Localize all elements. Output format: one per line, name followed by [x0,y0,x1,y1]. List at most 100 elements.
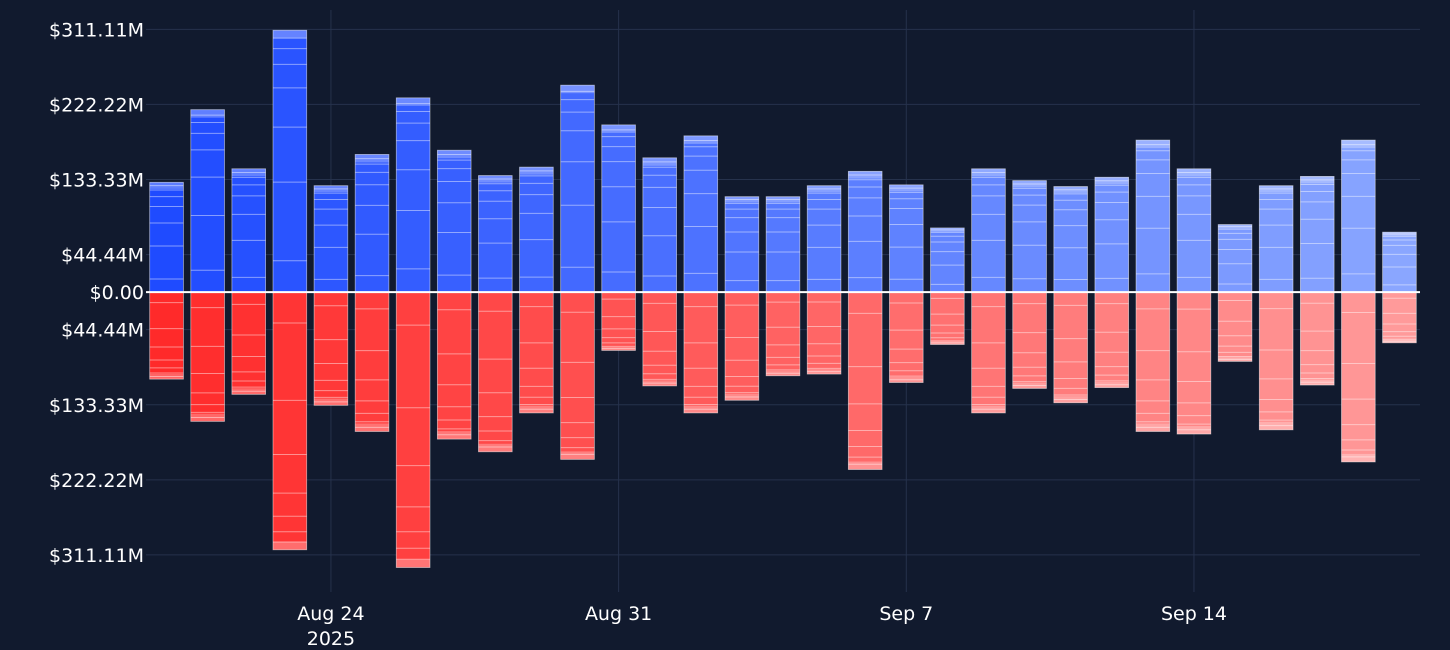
inflow-bar-body [765,196,801,293]
y-tick-label-0-00: $0.00 [90,282,144,304]
outflow-bar-body [889,291,924,383]
outflow-bar-cap [642,380,677,386]
inflow-bar-cap [1177,168,1211,177]
inflow-bar-2025-09-13 [1135,139,1171,293]
inflow-bar-body [354,154,390,293]
outflow-bar-cap [889,377,924,383]
inflow-bar-body [1258,185,1294,293]
inflow-bar-2025-09-18 [1341,139,1376,293]
outflow-bar-2025-09-02 [683,291,719,414]
outflow-bar-body [1094,291,1130,388]
inflow-bar-cap [314,185,348,193]
inflow-bar-2025-09-17 [1300,176,1335,293]
outflow-bar-body [930,291,965,345]
outflow-bar-2025-09-05 [806,291,842,375]
outflow-bar-2025-09-01 [642,291,677,387]
x-tick-label-aug-24: Aug 24 [297,603,364,625]
inflow-bar-2025-09-11 [1053,186,1088,293]
inflow-bar-body [478,175,513,293]
inflow-bar-body [395,97,431,293]
outflow-bar-cap [355,423,389,432]
outflow-bar-2025-09-06 [847,291,883,470]
outflow-bar-body [272,291,308,551]
outflow-bar-cap [725,393,759,401]
inflow-bar-body [847,170,883,293]
outflow-bar-2025-08-24 [313,291,349,406]
inflow-bar-body [1341,139,1376,293]
x-tick-label-sep-14: Sep 14 [1161,603,1227,625]
inflow-bar-2025-09-12 [1094,176,1130,293]
outflow-bar-2025-09-12 [1094,291,1130,388]
inflow-bar-cap [1382,232,1417,236]
outflow-bar-body [395,291,431,568]
outflow-bar-cap [231,388,266,395]
inflow-bar-body [436,149,472,293]
outflow-bar-body [1053,291,1088,404]
outflow-bar-2025-08-26 [395,291,431,568]
inflow-bar-body [560,84,595,293]
outflow-bar-cap [1300,379,1335,386]
inflow-bar-2025-09-14 [1176,168,1212,293]
inflow-bar-2025-09-19 [1382,231,1417,293]
outflow-bar-2025-09-11 [1053,291,1088,404]
outflow-bar-2025-08-20 [149,291,184,380]
outflow-bar-body [313,291,349,406]
inflow-bar-2025-09-10 [1012,180,1047,293]
y-tick-label-44-44m: $44.44M [61,245,144,267]
outflow-bar-2025-08-21 [190,291,225,422]
outflow-bar-body [1341,291,1376,463]
inflow-bar-body [1300,176,1335,293]
outflow-bar-body [642,291,677,387]
outflow-bar-2025-08-22 [231,291,266,395]
outflow-bar-cap [190,413,225,422]
inflow-bar-cap [642,157,677,166]
outflow-bar-cap [766,370,800,376]
inflow-bar-cap [1218,224,1252,229]
outflow-bar-2025-09-14 [1176,291,1212,435]
y-tick-label-222-22m: $222.22M [49,94,144,116]
inflow-bar-2025-09-07 [889,184,924,293]
inflow-bar-2025-08-31 [601,124,636,293]
outflow-bar-cap [1218,357,1252,362]
outflow-bar-2025-08-23 [272,291,308,551]
outflow-bar-cap [971,405,1006,413]
inflow-bar-cap [766,196,800,203]
outflow-bar-cap [848,461,883,470]
inflow-bar-2025-08-27 [436,149,472,293]
outflow-bar-cap [1382,339,1417,343]
y-tick-label-neg-44-44m: $44.44M [61,320,144,342]
outflow-bar-body [1382,291,1417,344]
outflow-bar-2025-09-19 [1382,291,1417,344]
outflow-bar-cap [807,369,841,375]
inflow-bar-body [889,184,924,293]
outflow-bar-body [436,291,472,440]
y-tick-label-neg-222-22m: $222.22M [49,470,144,492]
outflow-bar-2025-08-29 [519,291,554,414]
inflow-bar-cap [1341,140,1376,149]
inflow-bar-2025-08-21 [190,109,225,293]
inflow-bar-cap [478,175,513,183]
x-tick-label-sep-7: Sep 7 [879,603,933,625]
outflow-bar-body [1300,291,1335,386]
outflow-bar-2025-08-28 [478,291,513,453]
y-tick-label-133-33m: $133.33M [49,170,144,192]
outflow-bar-cap [314,398,348,406]
inflow-bar-2025-08-22 [231,168,266,293]
x-axis-tick-labels: Aug 24 2025 Aug 31 Sep 7 Sep 14 [297,603,1227,650]
outflow-bar-cap [560,451,595,460]
inflow-bar-body [1382,231,1417,293]
outflow-bar-cap [601,346,636,351]
outflow-bar-cap [930,341,965,345]
outflow-bar-body [971,291,1006,414]
inflow-bar-cap [437,150,472,159]
outflow-bar-cap [519,405,554,413]
inflow-bar-body [1053,186,1088,293]
inflow-bar-cap [725,196,759,203]
inflow-bar-cap [1094,177,1129,185]
outflow-bar-cap [1053,396,1088,403]
outflow-bar-2025-09-18 [1341,291,1376,463]
inflow-bar-2025-09-15 [1217,224,1253,293]
inflow-bar-cap [396,97,430,106]
inflow-bar-body [1012,180,1047,293]
outflow-bar-body [1135,291,1171,432]
